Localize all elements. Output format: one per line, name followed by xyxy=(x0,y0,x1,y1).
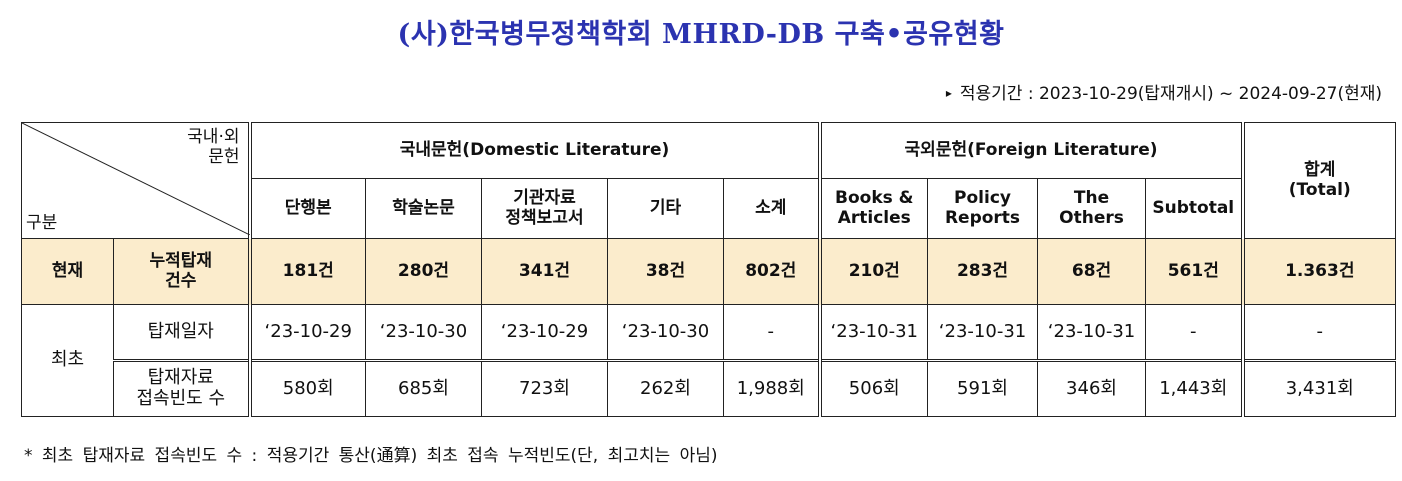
subheader-cell: 기타 xyxy=(607,178,724,239)
table-cell: ‘23-10-29 xyxy=(481,304,608,362)
access-frequency-row: 탑재자료 접속빈도 수 580회 685회 723회 262회 1,988회 5… xyxy=(22,360,1397,417)
table-cell: ‘23-10-30 xyxy=(365,304,482,362)
table-cell: 685회 xyxy=(365,360,482,417)
table-cell: 1.363건 xyxy=(1242,238,1397,305)
table-cell: 3,431회 xyxy=(1242,360,1397,417)
domestic-header: 국내문헌(Domestic Literature) xyxy=(248,122,822,179)
row-label-frequency: 탑재자료 접속빈도 수 xyxy=(113,360,252,417)
subheader-cell: Policy Reports xyxy=(927,178,1039,239)
diagonal-line xyxy=(22,123,250,235)
page-title: (사)한국병무정책학회 MHRD-DB 구축•공유현황 xyxy=(397,19,1005,50)
subheader-cell: 단행본 xyxy=(249,178,366,239)
subheader-cell: 학술논문 xyxy=(365,178,482,239)
corner-bottom-label: 구분 xyxy=(26,213,58,234)
table-cell: 38건 xyxy=(607,238,724,305)
table-cell: - xyxy=(1145,304,1245,362)
table-cell: 1,988회 xyxy=(722,360,822,417)
table-cell: 506회 xyxy=(819,360,929,417)
table-cell: - xyxy=(1242,304,1397,362)
table-cell: 341건 xyxy=(481,238,608,305)
table-cell: 561건 xyxy=(1145,238,1245,305)
table-cell: 283건 xyxy=(927,238,1039,305)
mhrd-db-table: 국내·외 문헌 구분 국내문헌(Domestic Literature) 국외문… xyxy=(21,122,1397,417)
row-group-current: 현재 xyxy=(21,238,114,305)
total-header-label: 합계 (Total) xyxy=(1288,159,1351,200)
corner-header-cell: 국내·외 문헌 구분 xyxy=(21,122,252,239)
corner-top-label: 국내·외 문헌 xyxy=(187,127,240,168)
table-cell: - xyxy=(722,304,822,362)
table-cell: 210건 xyxy=(819,238,929,305)
row-label-date: 탑재일자 xyxy=(113,304,252,362)
table-cell: ‘23-10-31 xyxy=(927,304,1039,362)
table-cell: 1,443회 xyxy=(1145,360,1245,417)
table-cell: 68건 xyxy=(1037,238,1147,305)
foreign-header: 국외문헌(Foreign Literature) xyxy=(819,122,1245,179)
total-header: 합계 (Total) xyxy=(1242,122,1397,239)
table-cell: 262회 xyxy=(607,360,724,417)
table-cell: 580회 xyxy=(249,360,366,417)
current-count-row: 현재 누적탑재 건수 181건 280건 341건 38건 802건 210건 … xyxy=(21,238,1397,305)
table-cell: 591회 xyxy=(927,360,1039,417)
table-cell: ‘23-10-29 xyxy=(249,304,366,362)
upload-date-row: 최초 탑재일자 ‘23-10-29 ‘23-10-30 ‘23-10-29 ‘2… xyxy=(21,304,1397,417)
table-cell: 346회 xyxy=(1037,360,1147,417)
subheader-cell: Books & Articles xyxy=(819,178,929,239)
subheader-cell: 소계 xyxy=(722,178,822,239)
subheader-cell: 기관자료 정책보고서 xyxy=(481,178,608,239)
table-cell: ‘23-10-31 xyxy=(1037,304,1147,362)
table-cell: ‘23-10-31 xyxy=(819,304,929,362)
period-info: ▸ 적용기간 : 2023-10-29(탑재개시) ~ 2024-09-27(현재… xyxy=(946,79,1382,104)
row-label-count: 누적탑재 건수 xyxy=(113,238,252,305)
table-cell: ‘23-10-30 xyxy=(607,304,724,362)
table-cell: 181건 xyxy=(249,238,366,305)
footnote: * 최초 탑재자료 접속빈도 수 : 적용기간 통산(通算) 최초 접속 누적빈… xyxy=(24,446,718,466)
triangle-marker-icon: ▸ xyxy=(945,86,952,100)
subheader-cell: The Others xyxy=(1037,178,1147,239)
table-cell: 280건 xyxy=(365,238,482,305)
table-cell: 723회 xyxy=(481,360,608,417)
row-group-first: 최초 xyxy=(21,304,114,417)
table-cell: 802건 xyxy=(722,238,822,305)
period-text: 적용기간 : 2023-10-29(탑재개시) ~ 2024-09-27(현재) xyxy=(959,84,1382,104)
subheader-cell: Subtotal xyxy=(1145,178,1245,239)
sub-header-row: 단행본 학술논문 기관자료 정책보고서 기타 소계 Books & Articl… xyxy=(22,178,1396,239)
